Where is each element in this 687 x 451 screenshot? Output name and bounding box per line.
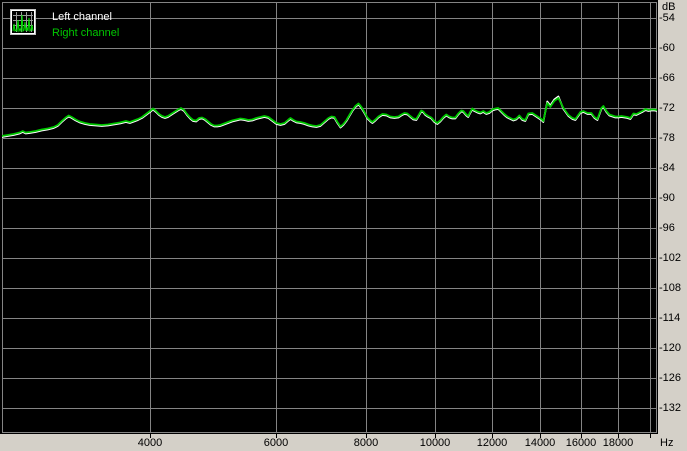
y-axis-unit-label: dB: [662, 1, 676, 13]
x-axis-tick: [581, 434, 582, 438]
x-axis-tick: [276, 434, 277, 438]
y-axis-tick-label: -78: [659, 132, 675, 144]
y-axis-tick-label: -84: [659, 162, 675, 174]
spectrum-icon: [10, 9, 36, 35]
x-axis-tick: [366, 434, 367, 438]
x-axis-panel: 4000 6000 8000 10000 12000 14000 16000 18000: [0, 434, 658, 451]
x-axis-tick: [618, 434, 619, 438]
x-axis-tick-label: 6000: [263, 437, 289, 449]
x-axis-tick-label: 12000: [476, 437, 508, 449]
x-axis-tick-label: 18000: [602, 437, 634, 449]
y-axis-tick-label: -54: [659, 12, 675, 24]
x-axis-tick: [492, 434, 493, 438]
plot-area: [0, 0, 658, 434]
x-axis-tick-label: 4000: [137, 437, 163, 449]
x-axis-tick: [435, 434, 436, 438]
y-axis-tick-label: -132: [659, 402, 682, 414]
y-axis-tick-label: -126: [659, 372, 682, 384]
y-axis-tick-label: -72: [659, 102, 675, 114]
x-axis-tick-label: 14000: [524, 437, 556, 449]
x-axis-tick: [150, 434, 151, 438]
y-axis-tick-label: -66: [659, 72, 675, 84]
y-axis-tick-label: -90: [659, 192, 675, 204]
y-axis-tick-label: -102: [659, 252, 682, 264]
legend-right-channel-label: Right channel: [52, 27, 120, 39]
x-axis-tick: [650, 434, 651, 438]
x-axis-unit-label: Hz: [660, 437, 674, 449]
y-axis-tick-label: -114: [659, 312, 681, 324]
x-axis-tick-label: 8000: [353, 437, 379, 449]
legend-left-channel-label: Left channel: [52, 11, 112, 23]
legend: Left channel Right channel: [10, 9, 119, 41]
x-axis-tick: [540, 434, 541, 438]
x-axis-tick-label: 16000: [565, 437, 597, 449]
x-axis-tick-label: 10000: [419, 437, 451, 449]
y-axis-tick-label: -60: [659, 42, 675, 54]
y-axis-tick-label: -108: [659, 282, 682, 294]
y-axis-tick-label: -120: [659, 342, 682, 354]
y-axis-panel: dB Hz -54 -60 -66 -72 -78 -84 -90 -96 -102 -108 -1…: [658, 0, 687, 451]
y-axis-tick-label: -96: [659, 222, 675, 234]
